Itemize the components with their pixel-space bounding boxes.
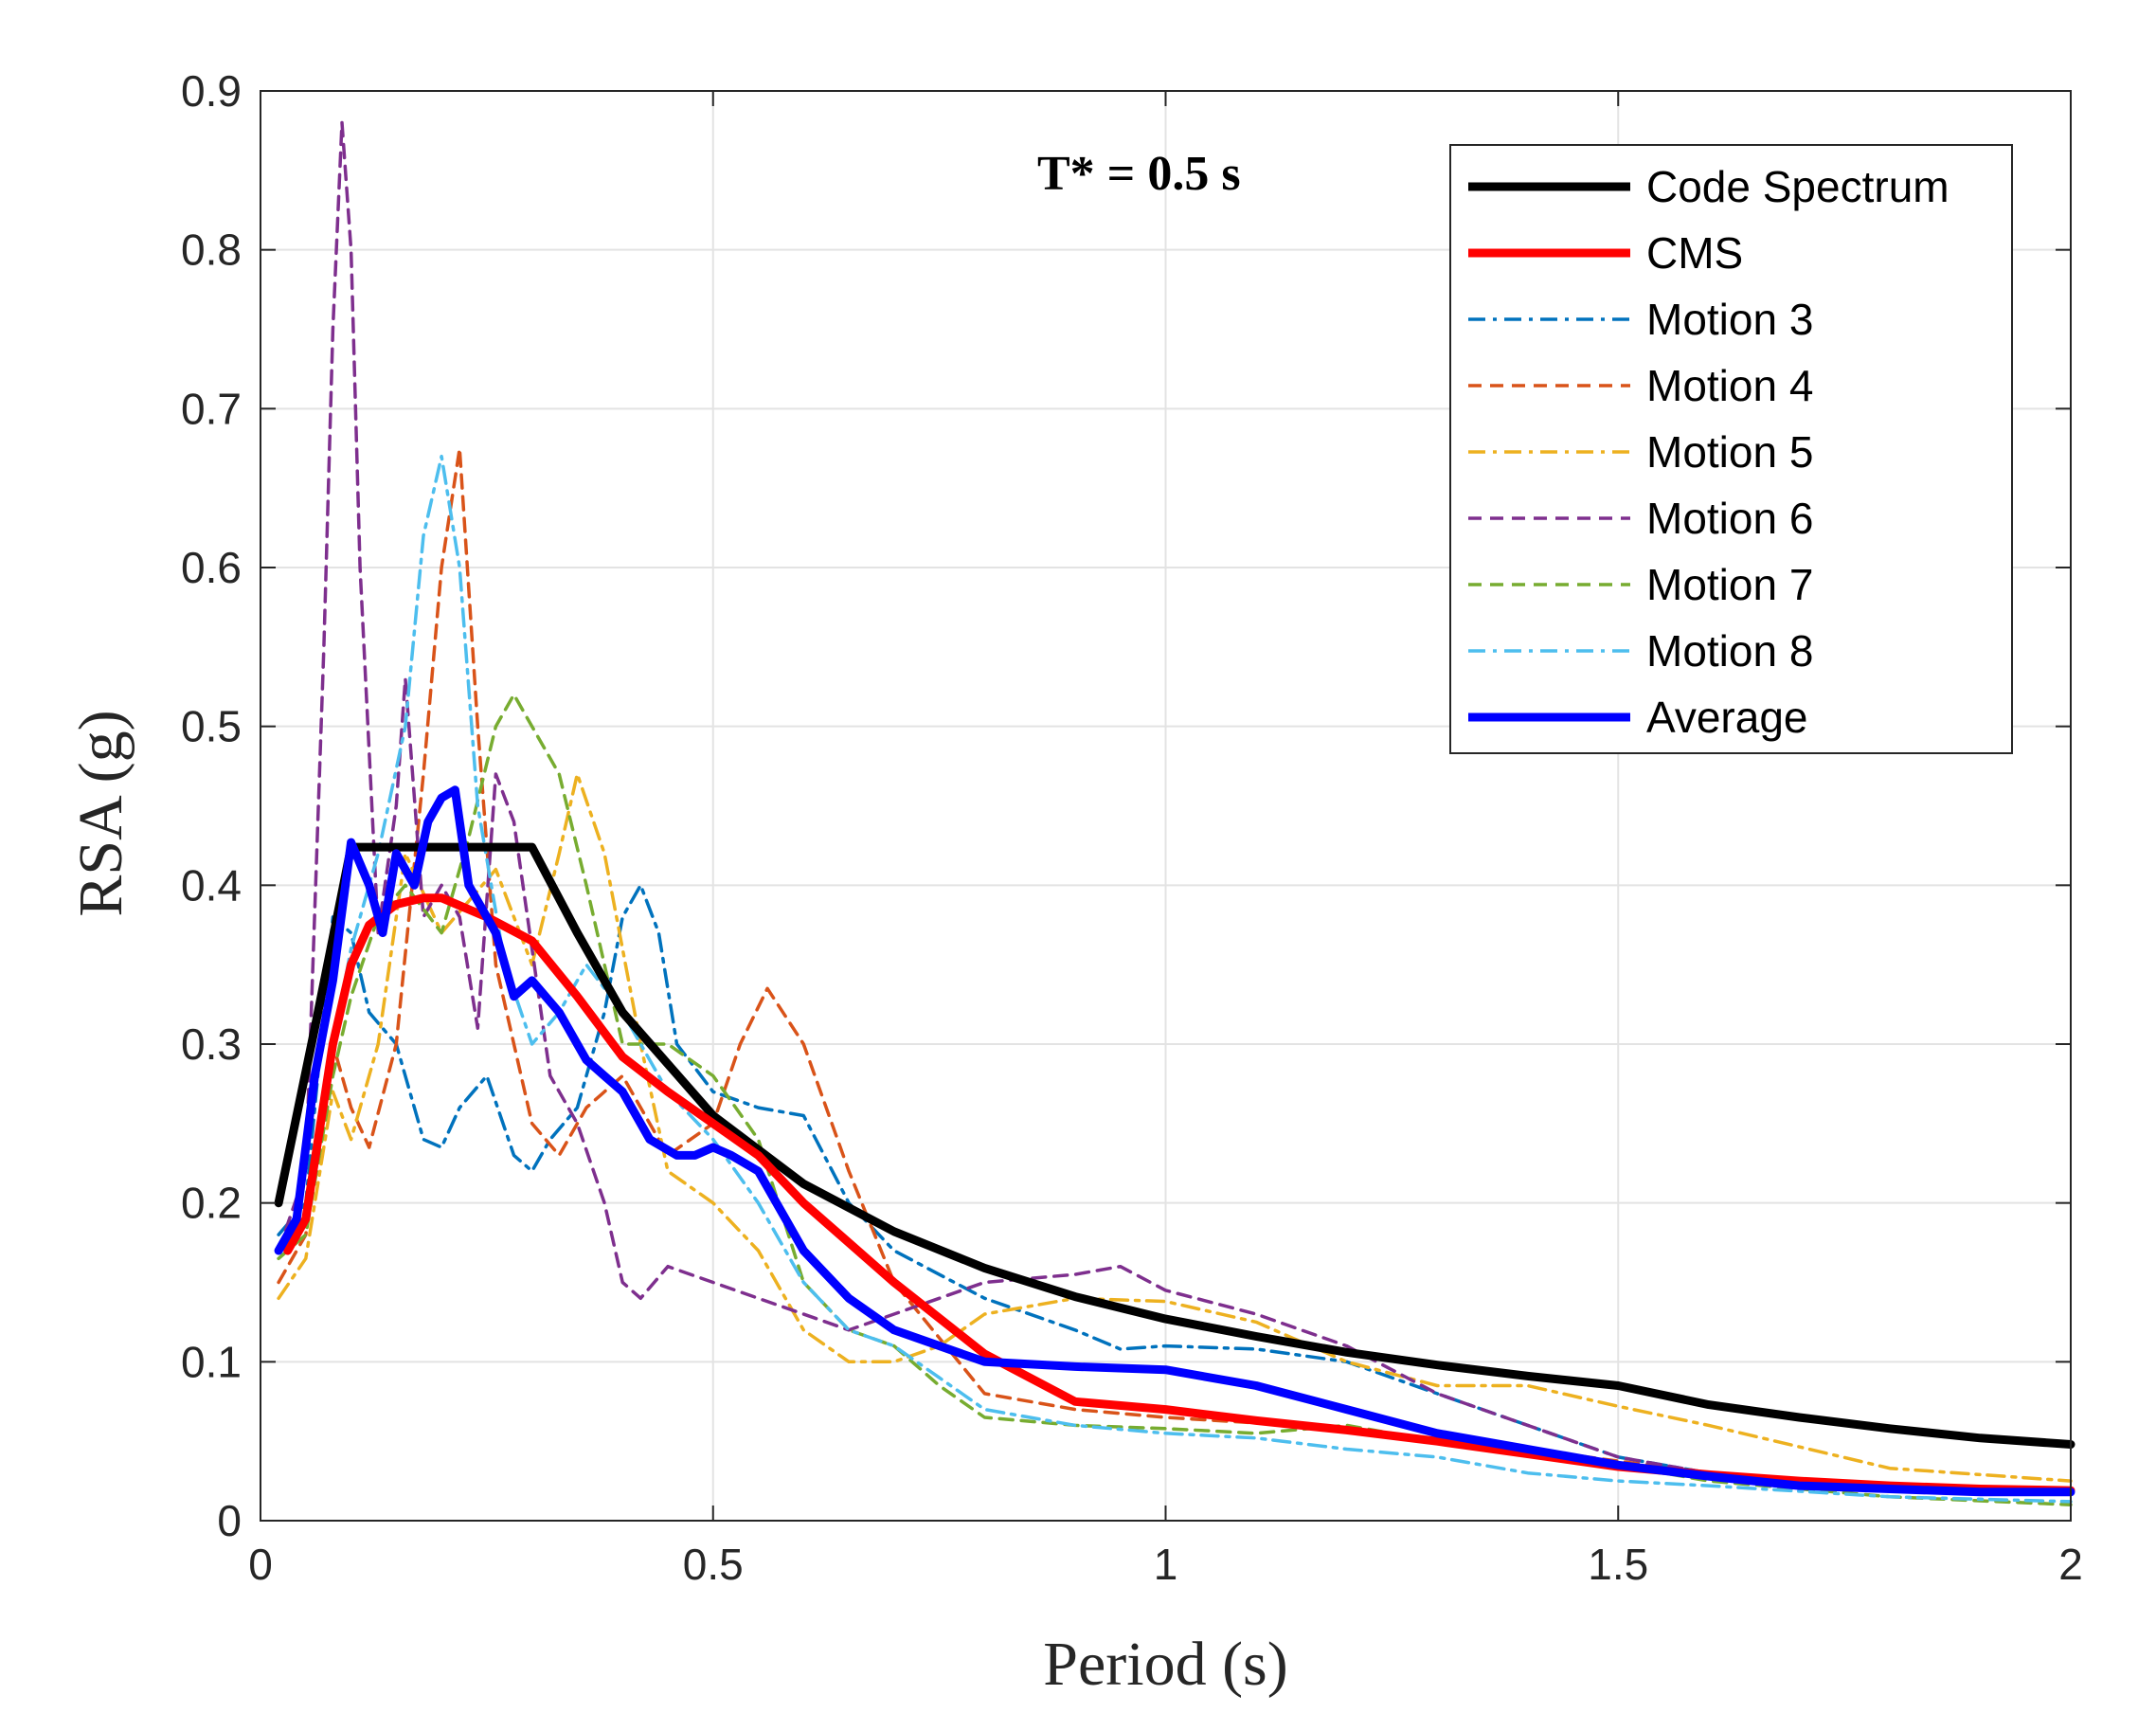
- legend-label: Code Spectrum: [1646, 162, 1949, 211]
- ticks: 0 0.5 1 1.5 2 0 0.1 0.2 0.3 0.4 0.5 0.6 0.7 0.8 0.9: [181, 66, 2083, 1589]
- y-tick-label: 0.8: [181, 225, 242, 275]
- x-tick-label: 0: [248, 1540, 273, 1589]
- y-tick-label: 0.7: [181, 384, 242, 433]
- y-tick-label: 0.5: [181, 702, 242, 751]
- series-line-motion-8: [277, 454, 2073, 1504]
- y-tick-label: 0.2: [181, 1179, 242, 1228]
- legend-label: Motion 3: [1646, 295, 1813, 344]
- y-tick-label: 0.4: [181, 860, 242, 910]
- y-axis-title: RSA (g): [66, 710, 135, 916]
- x-axis-title: Period (s): [1043, 1630, 1287, 1699]
- series-line-code-spectrum: [274, 842, 2075, 1449]
- y-tick-label: 0.3: [181, 1019, 242, 1069]
- legend-label: CMS: [1646, 228, 1743, 278]
- legend: Code Spectrum CMS Motion 3 Motion 4 Motion 5…: [1449, 144, 2013, 754]
- y-tick-label: 0.9: [181, 66, 242, 116]
- series-layer: [274, 120, 2075, 1506]
- legend-label: Motion 6: [1646, 494, 1813, 543]
- series-line-motion-5: [277, 772, 2073, 1483]
- x-tick-label: 2: [2058, 1540, 2083, 1589]
- series-line-motion-6: [277, 120, 2073, 1491]
- series-line-motion-4: [277, 446, 2073, 1491]
- x-tick-label: 0.5: [683, 1540, 744, 1589]
- legend-label: Motion 8: [1646, 626, 1813, 676]
- legend-label: Motion 4: [1646, 361, 1813, 410]
- y-tick-label: 0.1: [181, 1337, 242, 1386]
- y-tick-label: 0: [217, 1496, 242, 1545]
- series-line-average: [274, 785, 2075, 1497]
- legend-label: Motion 7: [1646, 560, 1813, 609]
- x-tick-label: 1.5: [1588, 1540, 1648, 1589]
- x-tick-label: 1: [1154, 1540, 1178, 1589]
- y-tick-label: 0.6: [181, 543, 242, 592]
- legend-label: Motion 5: [1646, 427, 1813, 477]
- legend-label: Average: [1646, 693, 1808, 742]
- annotation-label: T* = 0.5 s: [1037, 147, 1241, 201]
